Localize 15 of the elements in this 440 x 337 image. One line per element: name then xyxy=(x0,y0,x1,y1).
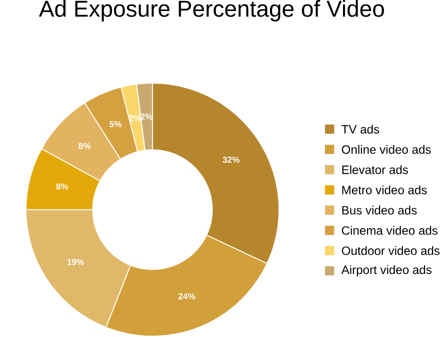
data-label: 8% xyxy=(78,143,91,150)
data-label: 32% xyxy=(222,156,240,163)
legend-label: TV ads xyxy=(342,124,380,134)
legend-label: Outdoor video ads xyxy=(342,246,440,256)
legend-label: Online video ads xyxy=(342,145,431,154)
data-label: 8% xyxy=(56,184,68,190)
legend-label: Bus video ads xyxy=(342,206,417,215)
data-label: 24% xyxy=(178,293,196,300)
chart-title: Ad Exposure Percentage of Video xyxy=(38,0,384,22)
legend-label: Airport video ads xyxy=(341,265,432,277)
legend-label: Metro video ads xyxy=(342,186,427,195)
data-label: 19% xyxy=(67,259,84,266)
data-label: 5% xyxy=(110,121,122,128)
legend-label: Cinema video ads xyxy=(342,226,438,235)
legend-label: Elevator ads xyxy=(342,165,408,174)
